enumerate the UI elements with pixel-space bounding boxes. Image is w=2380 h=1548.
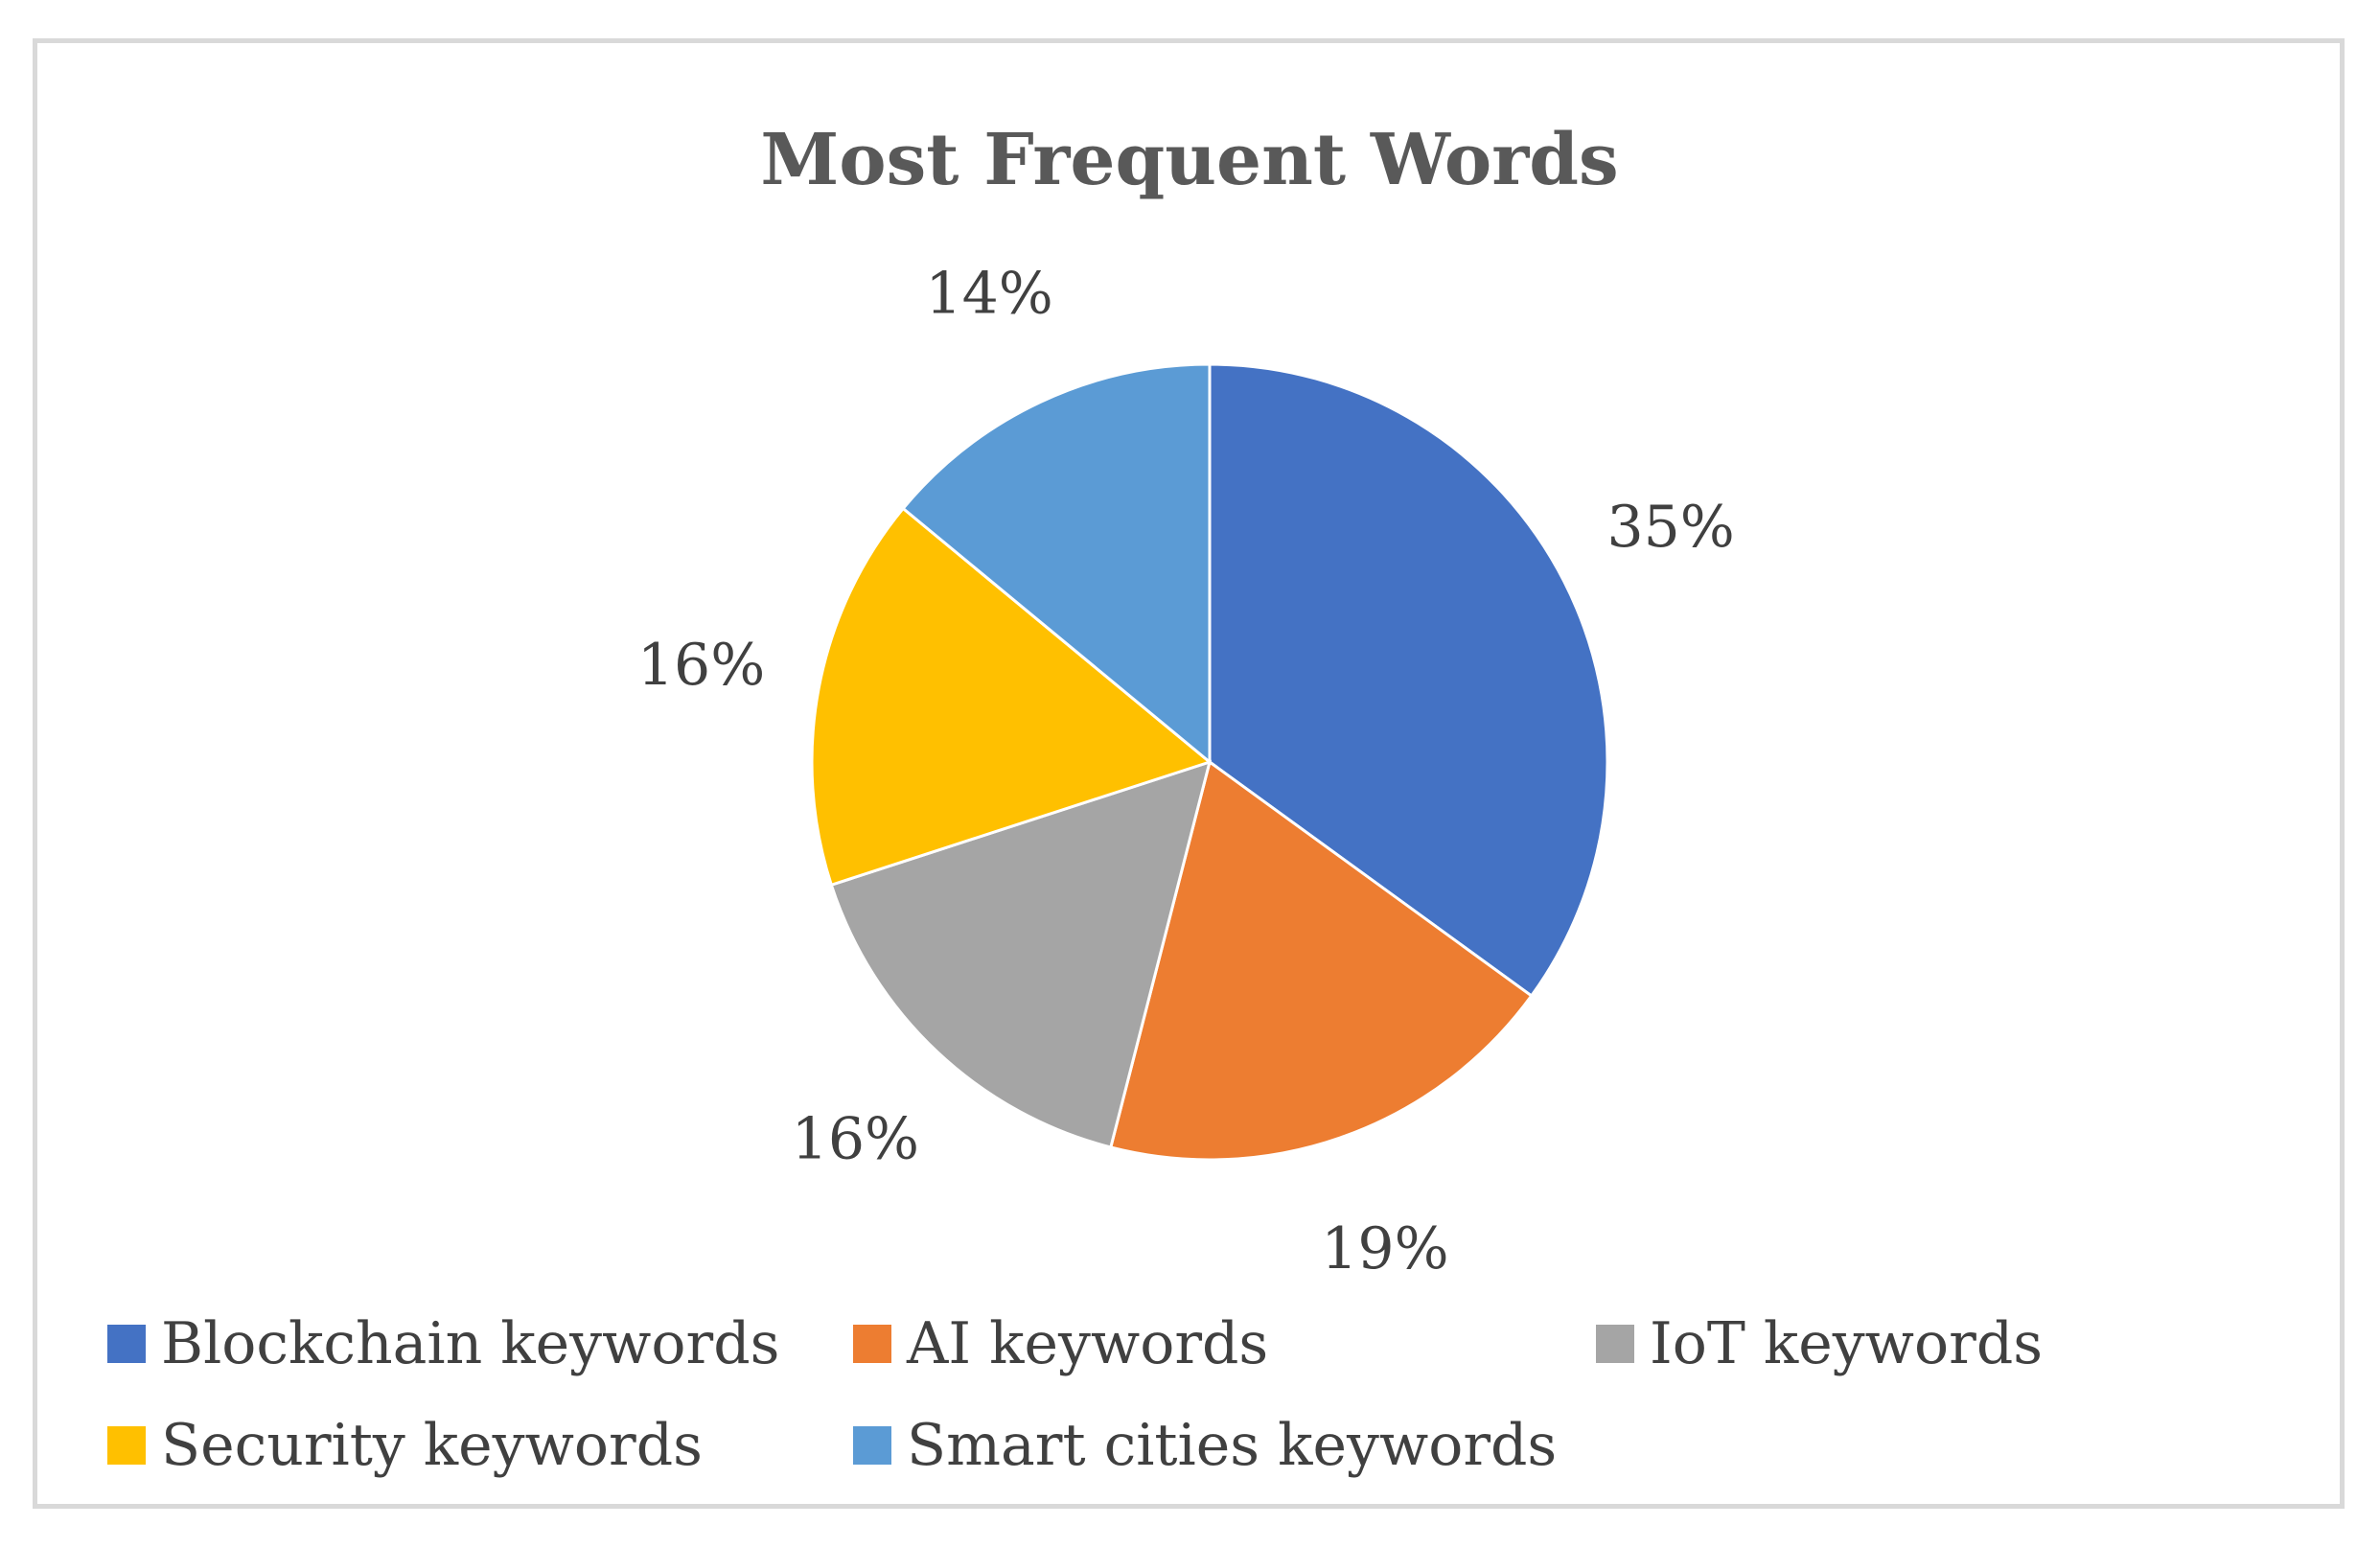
data-label-blockchain-keywords: 35% [1606,494,1734,561]
legend-label-blockchain-keywords: Blockchain keywords [161,1310,779,1377]
legend-entry-security-keywords: Security keywords [107,1412,703,1479]
legend-label-security-keywords: Security keywords [161,1412,703,1479]
legend-label-smart-cities-keywords: Smart cities keywords [907,1412,1557,1479]
legend-swatch-blockchain-keywords [107,1325,146,1363]
legend-swatch-smart-cities-keywords [853,1426,891,1465]
legend: Blockchain keywords AI keywords IoT keywor… [107,1310,2043,1479]
data-label-ai-keywords: 19% [1321,1215,1448,1282]
legend-entry-iot-keywords: IoT keywords [1596,1310,2043,1377]
pie-slice-smart-cities-keywords [901,362,1212,766]
legend-label-ai-keywords: AI keywords [906,1310,1268,1377]
pie-slices [810,362,1609,1162]
pie-slice-iot-keywords [829,759,1213,1149]
data-labels: 35% 19% 16% 16% 14% [637,260,1735,1282]
legend-label-iot-keywords: IoT keywords [1650,1310,2043,1377]
chart-title: Most Frequent Words [760,119,1618,201]
data-label-iot-keywords: 16% [792,1106,919,1173]
legend-entry-smart-cities-keywords: Smart cities keywords [853,1412,1557,1479]
legend-swatch-ai-keywords [853,1325,891,1363]
data-label-security-keywords: 16% [637,632,765,699]
pie-slice-ai-keywords [1108,759,1534,1162]
data-label-smart-cities-keywords: 14% [925,260,1052,327]
pie-slice-blockchain-keywords [1208,362,1609,999]
pie-slice-security-keywords [810,506,1213,888]
legend-swatch-iot-keywords [1596,1325,1634,1363]
legend-entry-blockchain-keywords: Blockchain keywords [107,1310,779,1377]
legend-swatch-security-keywords [107,1426,146,1465]
legend-entry-ai-keywords: AI keywords [853,1310,1268,1377]
